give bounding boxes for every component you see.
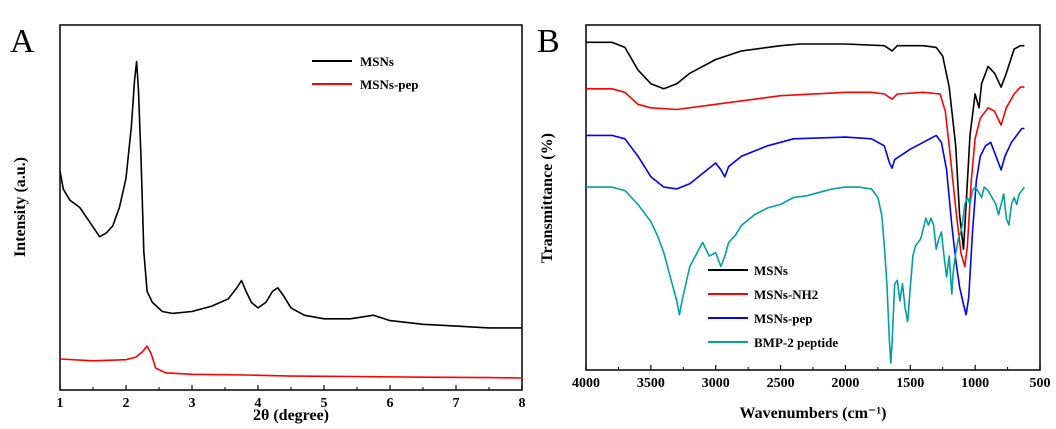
- panel-b-line-bmp-2-peptide: [586, 186, 1026, 364]
- panel-b-legend: MSNs MSNs-NH2 MSNs-pep BMP-2 peptide: [708, 263, 838, 350]
- panel-a-label: A: [10, 23, 35, 60]
- panel-b-x-tick-label-2000: 2000: [831, 376, 859, 391]
- panel-a: A 1 2 3 4 5 6 7 8 MSNs MSNs-pep Intensity (a.u.…: [10, 23, 526, 424]
- legend-label-msns: MSNs: [360, 54, 394, 69]
- panel-b-line-msns-pep: [586, 127, 1025, 316]
- panel-b-x-tick-label-2500: 2500: [767, 376, 795, 391]
- panel-b-series-lines: [586, 41, 1026, 364]
- panel-a-x-tick-label-2: 2: [123, 396, 130, 411]
- panel-b-x-tick-label-1500: 1500: [896, 376, 924, 391]
- panel-b: B 4000 3500 3000 2500 2000 1500 1000 500 MSNs M…: [537, 23, 1051, 422]
- legend-label-msns-pep-b: MSNs-pep: [754, 311, 813, 326]
- panel-b-x-axis-title: Wavenumbers (cm⁻¹): [740, 405, 887, 422]
- panel-a-series-lines: [59, 60, 523, 379]
- panel-b-x-tick-label-500: 500: [1030, 376, 1051, 391]
- panel-a-line-msns: [59, 60, 522, 329]
- legend-label-msns-b: MSNs: [754, 263, 788, 278]
- panel-a-line-msns-pep: [59, 345, 523, 379]
- legend-label-bmp2-peptide: BMP-2 peptide: [754, 335, 838, 350]
- panel-a-x-axis-title: 2θ (degree): [253, 407, 329, 424]
- panel-b-y-axis-title: Transmittance (%): [539, 133, 556, 263]
- panel-b-line-msns: [586, 41, 1025, 251]
- panel-b-x-ticks: 4000 3500 3000 2500 2000 1500 1000 500: [572, 365, 1051, 391]
- panel-a-x-tick-label-8: 8: [519, 396, 526, 411]
- panel-b-x-tick-label-3500: 3500: [637, 376, 665, 391]
- panel-b-label: B: [537, 23, 560, 60]
- panel-a-x-tick-label-3: 3: [189, 396, 196, 411]
- panel-b-x-tick-label-4000: 4000: [572, 376, 600, 391]
- panel-a-plot-frame: [59, 24, 523, 391]
- panel-a-x-tick-label-4: 4: [255, 396, 262, 411]
- panel-a-x-tick-label-1: 1: [57, 396, 64, 411]
- panel-a-x-tick-label-6: 6: [387, 396, 394, 411]
- panel-a-y-axis-title: Intensity (a.u.): [12, 157, 29, 257]
- panel-a-x-tick-label-5: 5: [321, 396, 328, 411]
- panel-b-x-tick-label-3000: 3000: [702, 376, 730, 391]
- panel-a-legend: MSNs MSNs-pep: [312, 54, 419, 92]
- legend-label-msns-pep: MSNs-pep: [360, 77, 419, 92]
- legend-label-msns-nh2: MSNs-NH2: [754, 287, 818, 302]
- panel-a-x-ticks: 1 2 3 4 5 6 7 8: [57, 385, 526, 411]
- panel-b-line-msns-nh2: [586, 86, 1025, 268]
- panel-b-x-tick-label-1000: 1000: [961, 376, 989, 391]
- panel-a-x-tick-label-7: 7: [453, 396, 460, 411]
